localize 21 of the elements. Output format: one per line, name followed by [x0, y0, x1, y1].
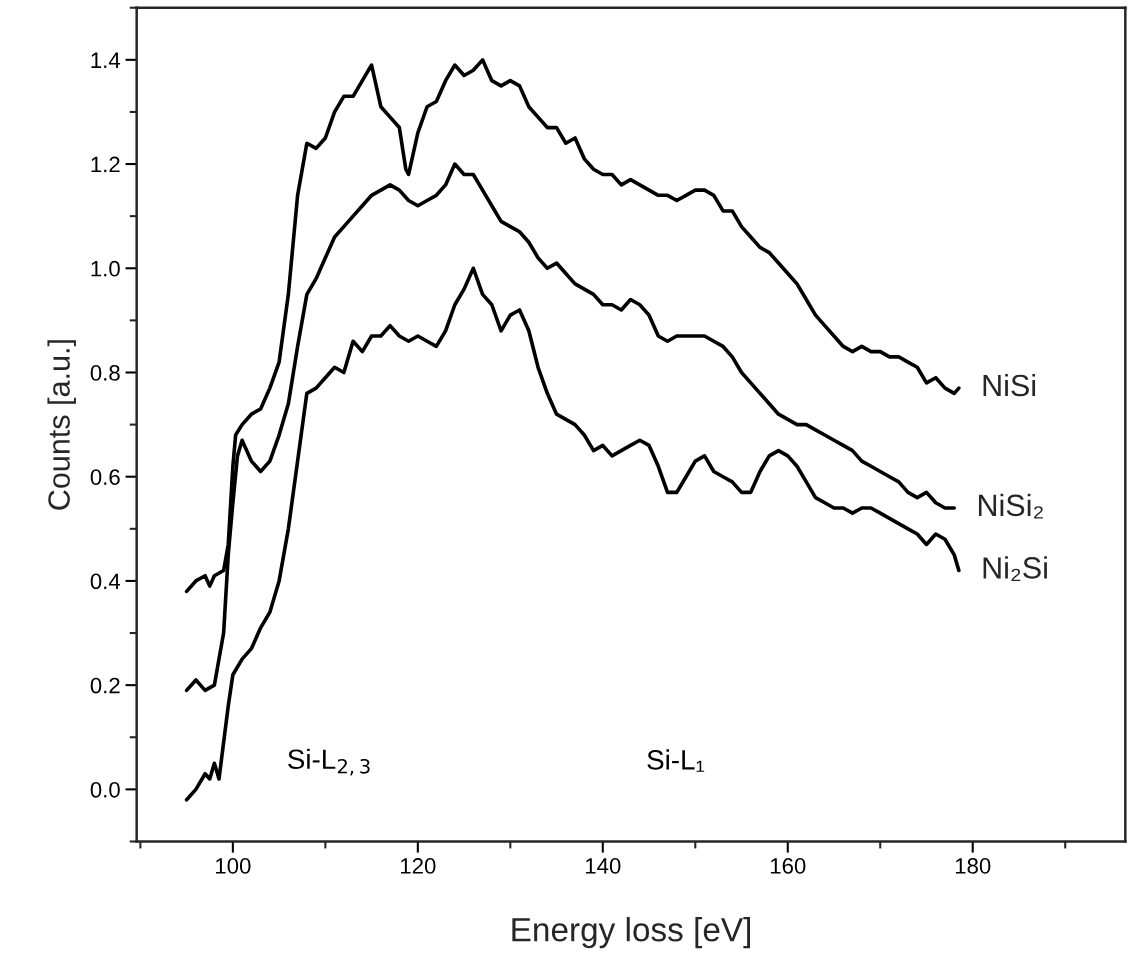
y-tick-label: 1.0	[91, 260, 120, 277]
series-label: NiSi	[983, 373, 1036, 397]
y-tick-label: 0.8	[90, 365, 120, 381]
x-tick-label: 160	[770, 858, 806, 874]
y-tick-label: 0.4	[90, 573, 121, 590]
x-tick-label: 100	[216, 858, 251, 874]
x-tick-label: 140	[585, 858, 621, 874]
series-label: NiSi₂	[978, 493, 1043, 519]
y-tick-label: 0.6	[90, 469, 120, 485]
y-axis-title: Counts [a.u.]	[47, 340, 76, 510]
y-tick-label: 1.4	[91, 52, 121, 68]
x-tick-label: 120	[400, 858, 436, 874]
line-series	[184, 266, 961, 802]
annotation: Si-L$_{2,3}$	[288, 748, 370, 776]
y-tick-label: 1.2	[91, 156, 120, 173]
series-label: Ni₂Si	[983, 556, 1047, 582]
x-tick-label: 180	[955, 858, 991, 874]
x-axis-title: Energy loss [eV]	[512, 917, 750, 949]
y-tick-label: 0.2	[90, 677, 120, 694]
y-tick-label: 0.0	[90, 781, 120, 798]
annotation: Si-L₁	[647, 749, 705, 772]
